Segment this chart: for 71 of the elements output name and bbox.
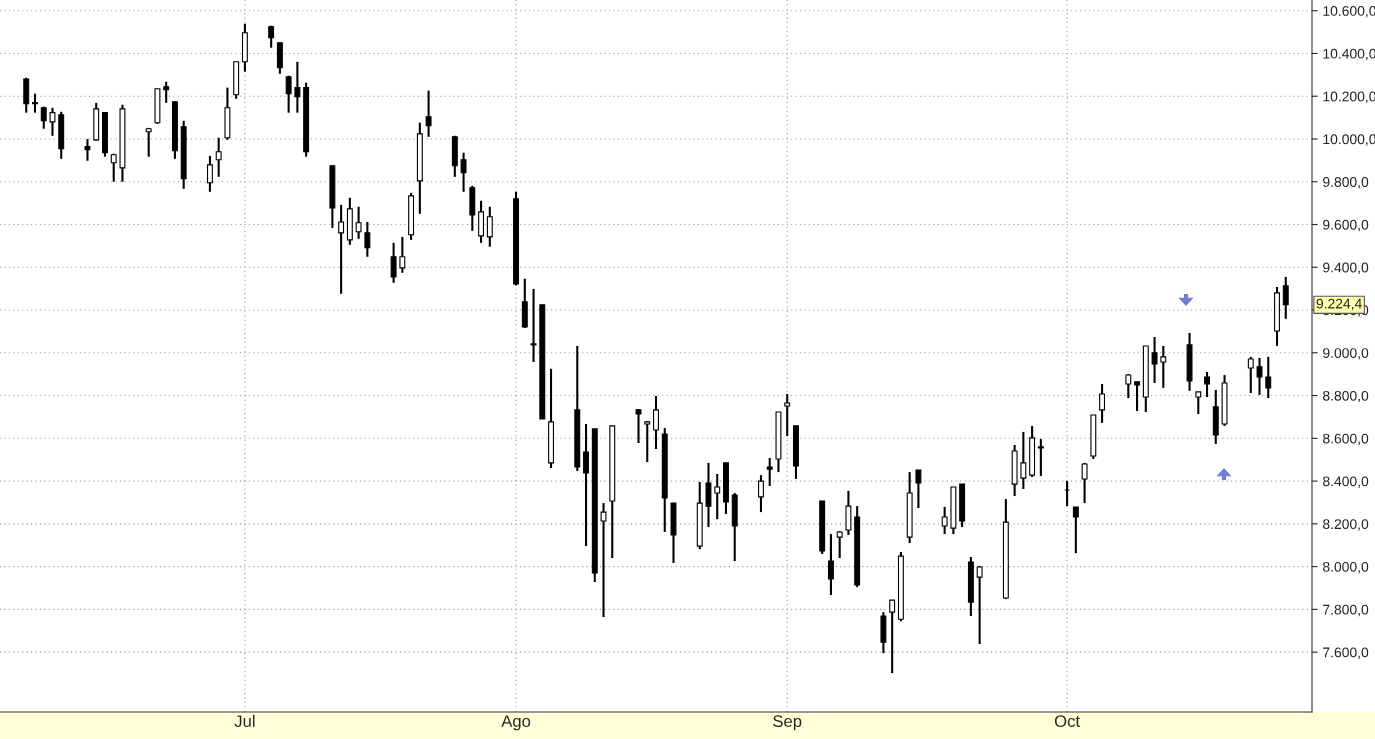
candlestick [486, 205, 493, 248]
candlestick [705, 461, 712, 529]
candlestick [583, 422, 589, 548]
candlestick [1265, 355, 1272, 400]
candlestick [530, 287, 537, 364]
x-tick-label: Jul [234, 714, 255, 728]
candlestick [390, 241, 397, 284]
candlestick [644, 419, 651, 464]
candlestick [976, 564, 983, 646]
x-tick-label: Ago [501, 715, 531, 731]
candlestick [714, 472, 721, 521]
y-tick-label: 8.400,0 [1323, 476, 1369, 488]
x-tick-label: Sep [773, 715, 802, 731]
candlestick [1020, 430, 1027, 491]
y-tick-label: 10.000,0 [1323, 134, 1375, 146]
y-tick-label: 9.800,0 [1323, 177, 1369, 189]
y-tick-label: 9.600,0 [1323, 219, 1369, 232]
candlestick [635, 407, 642, 445]
candlestick [1195, 390, 1202, 415]
candlestick [32, 92, 38, 114]
candlestick [215, 136, 222, 178]
candlestick [784, 393, 791, 438]
candlestick [163, 80, 170, 104]
candlestick [110, 152, 117, 183]
candlestick [1256, 356, 1263, 396]
y-tick-label: 8.800,0 [1323, 390, 1369, 403]
candlestick [1081, 461, 1088, 505]
candlestick [1134, 380, 1141, 412]
y-tick-label: 8.200,0 [1323, 519, 1369, 531]
candlestick [1099, 382, 1106, 424]
candlestick [206, 154, 213, 193]
candlestick [1151, 335, 1158, 384]
candlestick [600, 502, 607, 619]
y-tick-label: 7.800,0 [1323, 604, 1369, 617]
candlestick [889, 599, 896, 675]
y-tick-label: 10.600,0 [1323, 6, 1375, 18]
candlestick [653, 394, 659, 451]
candlestick [355, 205, 362, 240]
candlestick [49, 106, 56, 137]
candlestick [766, 456, 773, 488]
candlestick [836, 530, 843, 560]
candlestick [399, 235, 406, 274]
candlestick [338, 203, 345, 295]
candlestick [1037, 437, 1044, 477]
candlestick [1247, 355, 1254, 395]
candlestick [478, 199, 485, 244]
y-tick-label: 8.600,0 [1323, 433, 1369, 446]
candlestick [845, 489, 852, 536]
candlestick [1072, 505, 1079, 555]
candlestick [364, 220, 371, 258]
candlestick [460, 151, 467, 193]
y-tick-label: 9.000,0 [1323, 348, 1369, 360]
y-tick-label: 10.200,0 [1323, 91, 1375, 104]
candlestick [425, 89, 432, 138]
candlestick [941, 505, 948, 536]
candlestick [757, 474, 764, 514]
candlestick [915, 468, 922, 510]
candlestick [84, 137, 91, 162]
candlestick [1282, 275, 1289, 320]
candlestick [1160, 344, 1167, 389]
candlestick [1125, 372, 1132, 400]
candlestick [285, 74, 292, 114]
candlestick [827, 533, 834, 597]
candlestick [145, 126, 152, 158]
y-tick-label: 10.400,0 [1323, 48, 1375, 61]
candlestick [1204, 371, 1211, 399]
y-tick-label: 9.400,0 [1323, 262, 1369, 275]
x-tick-label: Oct [1054, 715, 1080, 728]
y-tick-label: 7.600,0 [1323, 647, 1369, 659]
candlestick [294, 60, 301, 114]
y-tick-label: 8.000,0 [1323, 561, 1369, 574]
